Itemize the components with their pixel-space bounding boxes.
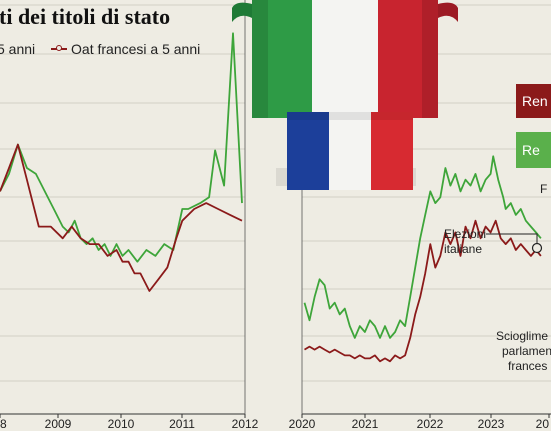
italy-flag-red	[378, 0, 438, 118]
france-flag-blue	[287, 112, 329, 190]
annotation-elezioni: Elezioni italiane	[444, 227, 543, 256]
series-line-italy	[303, 155, 542, 339]
right-label-france-text: Ren	[522, 93, 548, 109]
annotation-scioglimento-line1: Scioglime	[496, 329, 548, 343]
annotation-elezioni-line2: italiane	[444, 242, 482, 256]
italy-flag-white	[312, 0, 378, 118]
annotation-elezioni-marker	[531, 242, 543, 254]
italy-flag-shade-right	[422, 0, 438, 118]
italy-flag-shade-left	[252, 0, 268, 118]
series-right	[303, 155, 542, 363]
annotation-scioglimento-line3: frances	[508, 359, 547, 373]
x-tick-label: 2023	[478, 417, 505, 431]
chart-title: ti dei titoli di stato	[0, 4, 171, 29]
right-label-italy-text: Re	[522, 142, 540, 158]
x-ticks-left: 8 2009 2010 2011 2012	[0, 414, 259, 431]
france-flag-white	[329, 112, 371, 190]
gridlines-left	[0, 0, 246, 415]
series-line-france	[0, 143, 243, 292]
italy-flag-fold-left	[232, 2, 252, 23]
legend-label-france: Oat francesi a 5 anni	[71, 41, 201, 57]
legend-item-france: Oat francesi a 5 anni	[51, 41, 200, 57]
x-tick-label: 2010	[108, 417, 135, 431]
x-tick-label: 2020	[289, 417, 316, 431]
annotation-scioglimento-line2: parlamen	[502, 344, 551, 358]
legend: 5 anni Oat francesi a 5 anni	[0, 37, 212, 57]
annotation-scioglimento: Scioglime parlamen frances	[496, 329, 551, 373]
series-left	[0, 32, 243, 292]
right-label-france: Ren	[516, 84, 551, 118]
france-flag-red	[371, 112, 413, 190]
x-ticks-right: 2020 2021 2022 2023 20	[289, 414, 550, 431]
series-line-italy	[0, 32, 243, 263]
x-tick-label: 8	[0, 417, 7, 431]
x-tick-label: 2022	[417, 417, 444, 431]
italy-flag-fold-right	[438, 2, 458, 23]
right-label-italy: Re	[516, 132, 551, 168]
annotation-elezioni-line1: Elezioni	[444, 227, 486, 241]
france-flag-icon	[276, 112, 416, 190]
legend-label-italy: 5 anni	[0, 41, 36, 57]
italy-flag-green	[252, 0, 312, 118]
series-line-france	[304, 219, 542, 363]
x-tick-label: 2021	[352, 417, 379, 431]
legend-swatch-france	[51, 45, 68, 51]
annotation-elezioni-leader	[486, 233, 538, 244]
france-flag-top-shade	[287, 112, 413, 120]
legend-item-italy: 5 anni	[0, 41, 35, 57]
x-tick-label: 2009	[45, 417, 72, 431]
side-letter: F	[540, 182, 548, 196]
x-tick-label: 2012	[232, 417, 259, 431]
x-tick-label: 20	[536, 417, 550, 431]
x-tick-label: 2011	[169, 417, 195, 431]
italy-flag-icon	[232, 0, 458, 118]
